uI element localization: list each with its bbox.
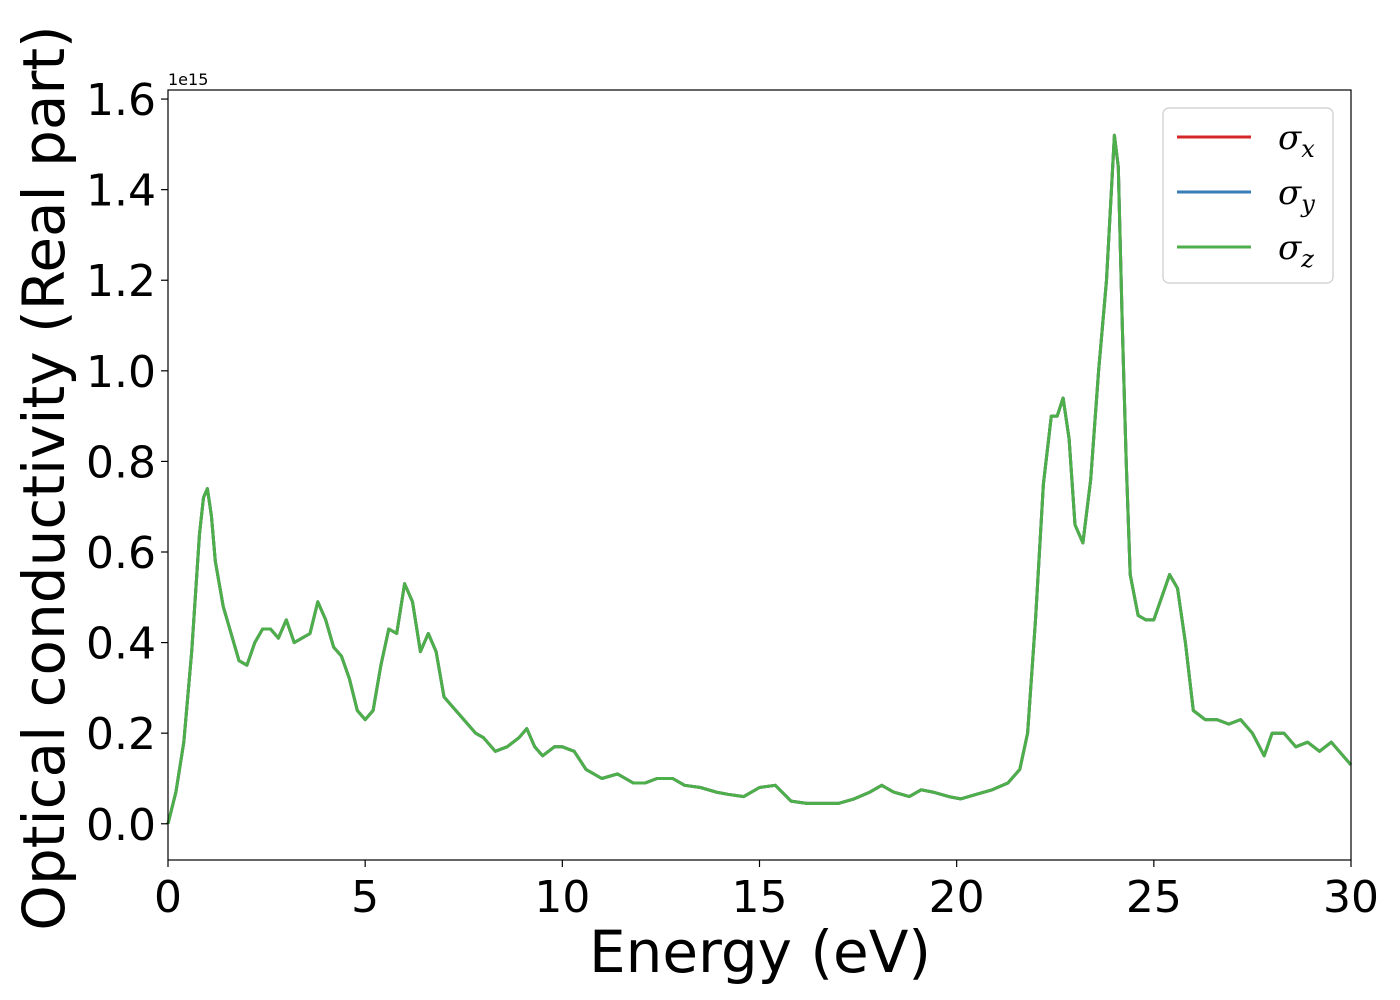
legend-box <box>1162 107 1334 284</box>
y-tick-label: 1.6 <box>86 75 156 126</box>
x-tick-label: 20 <box>929 872 985 923</box>
y-axis-ticks: 0.0 0.2 0.4 0.6 0.8 1.0 1.2 1.4 1.6 <box>86 75 168 851</box>
y-axis-label: Optical conductivity (Real part) <box>10 25 78 930</box>
legend: σx σy σz <box>1162 107 1334 284</box>
legend-label-x: σx <box>1278 118 1315 163</box>
y-tick-label: 0.8 <box>86 437 156 488</box>
x-axis-ticks: 0 5 10 15 20 25 30 <box>154 860 1379 923</box>
series-line-z <box>166 133 1353 825</box>
x-axis-label: Energy (eV) <box>589 918 931 986</box>
x-tick-label: 0 <box>154 872 182 923</box>
x-tick-label: 15 <box>732 872 788 923</box>
x-tick-label: 25 <box>1126 872 1182 923</box>
series-layer <box>166 133 1353 825</box>
y-tick-label: 0.0 <box>86 800 156 851</box>
y-tick-label: 0.2 <box>86 709 156 760</box>
y-tick-label: 1.2 <box>86 256 156 307</box>
y-tick-label: 1.4 <box>86 166 156 217</box>
y-tick-label: 0.6 <box>86 528 156 579</box>
y-tick-label: 1.0 <box>86 347 156 398</box>
legend-label-z: σz <box>1278 228 1314 273</box>
x-tick-label: 5 <box>351 872 379 923</box>
y-tick-label: 0.4 <box>86 619 156 670</box>
y-offset-label: 1e15 <box>168 70 208 89</box>
x-tick-label: 10 <box>534 872 590 923</box>
legend-label-y: σy <box>1278 173 1315 218</box>
x-tick-label: 30 <box>1323 872 1379 923</box>
